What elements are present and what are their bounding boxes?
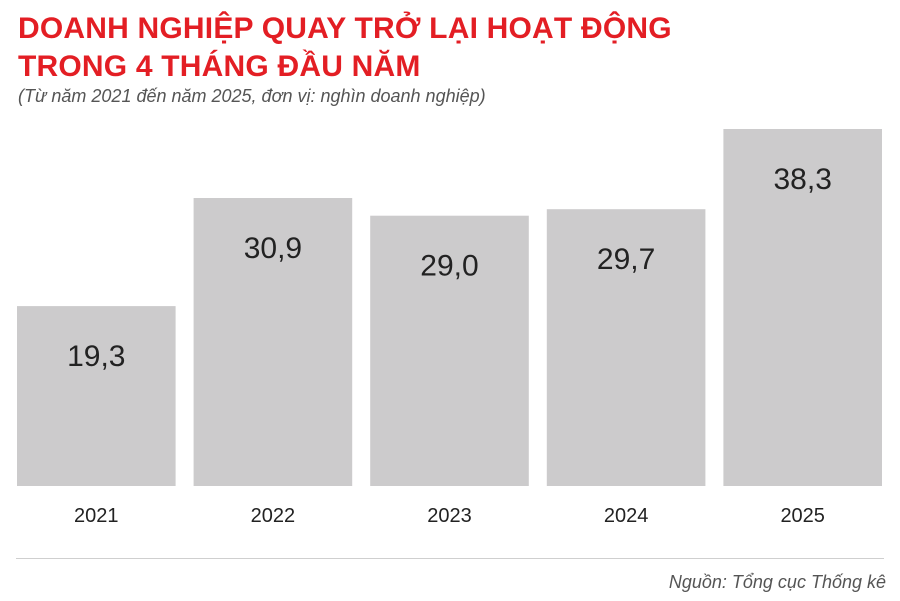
data-label-2022: 30,9 (244, 232, 302, 265)
bar-2025 (723, 129, 882, 486)
data-label-2024: 29,7 (597, 243, 655, 276)
x-tick-label-2021: 2021 (74, 505, 119, 527)
chart-subtitle: (Từ năm 2021 đến năm 2025, đơn vị: nghìn… (18, 86, 486, 106)
data-label-2021: 19,3 (67, 340, 125, 373)
bar-2023 (370, 215, 529, 486)
bar-chart: 19,3 2021 30,9 2022 29,0 2023 29,7 2024 38,3 2025 (17, 129, 882, 527)
source-note: Nguồn: Tổng cục Thống kê (668, 572, 886, 592)
footer-divider (16, 558, 884, 559)
x-tick-label-2024: 2024 (604, 505, 649, 527)
bar-2024 (546, 209, 706, 486)
data-label-2023: 29,0 (420, 250, 478, 283)
data-label-2025: 38,3 (774, 163, 832, 196)
x-tick-label-2025: 2025 (780, 505, 825, 527)
x-tick-label-2022: 2022 (251, 505, 296, 527)
bar-2021 (17, 306, 176, 486)
x-tick-label-2023: 2023 (427, 505, 472, 527)
bar-2022 (193, 198, 353, 486)
chart-title-line-2: TRONG 4 THÁNG ĐẦU NĂM (18, 50, 421, 83)
chart-title-line-1: DOANH NGHIỆP QUAY TRỞ LẠI HOẠT ĐỘNG (18, 12, 672, 45)
